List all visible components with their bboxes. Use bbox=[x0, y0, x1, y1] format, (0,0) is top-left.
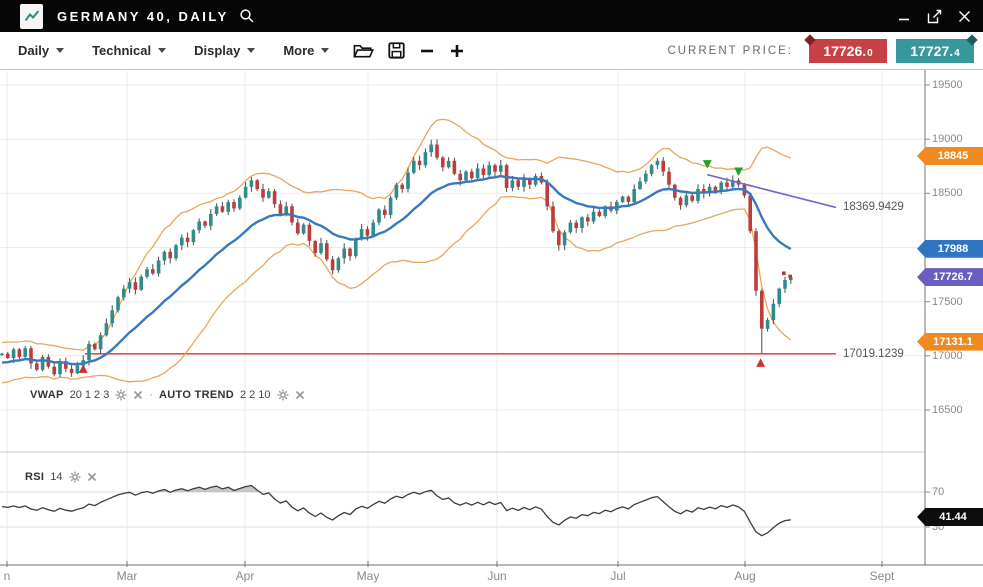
remove-indicator-icon[interactable] bbox=[295, 390, 305, 400]
chevron-down-icon bbox=[321, 48, 330, 53]
pin-icon bbox=[804, 33, 816, 46]
menu-daily-label: Daily bbox=[18, 43, 50, 58]
save-icon[interactable] bbox=[388, 42, 406, 59]
ask-price-int: 17727. bbox=[910, 42, 954, 59]
gear-icon[interactable] bbox=[115, 389, 127, 401]
legend-separator: · bbox=[149, 389, 154, 401]
gear-icon[interactable] bbox=[69, 471, 81, 483]
vwap-indicator-params: 20 1 2 3 bbox=[69, 389, 110, 401]
window-title: GERMANY 40, DAILY bbox=[57, 8, 229, 24]
menu-display-label: Display bbox=[194, 43, 241, 58]
toolbar: Daily Technical Display More CURRENT PRI… bbox=[0, 32, 983, 70]
menu-more[interactable]: More bbox=[273, 37, 339, 64]
chevron-down-icon bbox=[56, 48, 65, 53]
rsi-indicator-params: 14 bbox=[50, 471, 63, 483]
pin-icon bbox=[966, 33, 978, 46]
folder-open-icon[interactable] bbox=[353, 43, 375, 59]
zoom-out-minus-icon[interactable] bbox=[419, 43, 435, 59]
menu-more-label: More bbox=[283, 43, 315, 58]
remove-indicator-icon[interactable] bbox=[133, 390, 143, 400]
menu-daily[interactable]: Daily bbox=[8, 37, 74, 64]
bid-price-badge[interactable]: 17726. 0 bbox=[804, 33, 887, 63]
current-price-label: CURRENT PRICE: bbox=[667, 44, 793, 57]
ask-price-badge[interactable]: 17727. 4 bbox=[896, 33, 978, 63]
auto-trend-indicator-params: 2 2 10 bbox=[239, 389, 271, 401]
open-in-new-window-icon[interactable] bbox=[925, 7, 943, 25]
indicator-legend-rsi: RSI 14 bbox=[25, 471, 97, 483]
indicator-legend-main: VWAP 20 1 2 3 · AUTO TREND 2 2 10 bbox=[30, 389, 305, 401]
auto-trend-indicator-name: AUTO TREND bbox=[159, 389, 234, 401]
zoom-in-plus-icon[interactable] bbox=[449, 43, 465, 59]
line-chart-app-icon bbox=[20, 3, 43, 29]
trendline-value-label: 18369.9429 bbox=[843, 201, 904, 214]
vwap-indicator-name: VWAP bbox=[30, 389, 64, 401]
menu-technical[interactable]: Technical bbox=[82, 37, 176, 64]
chevron-down-icon bbox=[158, 48, 167, 53]
bid-price-int: 17726. bbox=[823, 42, 867, 59]
chevron-down-icon bbox=[247, 48, 256, 53]
close-icon[interactable] bbox=[955, 7, 973, 25]
remove-indicator-icon[interactable] bbox=[87, 472, 97, 482]
menu-technical-label: Technical bbox=[92, 43, 152, 58]
bid-price-dec: 0 bbox=[867, 47, 873, 59]
hline-value-label: 17019.1239 bbox=[843, 347, 904, 360]
rsi-indicator-name: RSI bbox=[25, 471, 45, 483]
minimize-icon[interactable] bbox=[895, 7, 913, 25]
ask-price-dec: 4 bbox=[954, 47, 960, 59]
menu-display[interactable]: Display bbox=[184, 37, 265, 64]
search-icon[interactable] bbox=[239, 8, 255, 24]
title-bar: GERMANY 40, DAILY bbox=[0, 0, 983, 32]
price-chart-canvas[interactable] bbox=[0, 70, 983, 587]
gear-icon[interactable] bbox=[277, 389, 289, 401]
window-controls bbox=[895, 0, 973, 32]
